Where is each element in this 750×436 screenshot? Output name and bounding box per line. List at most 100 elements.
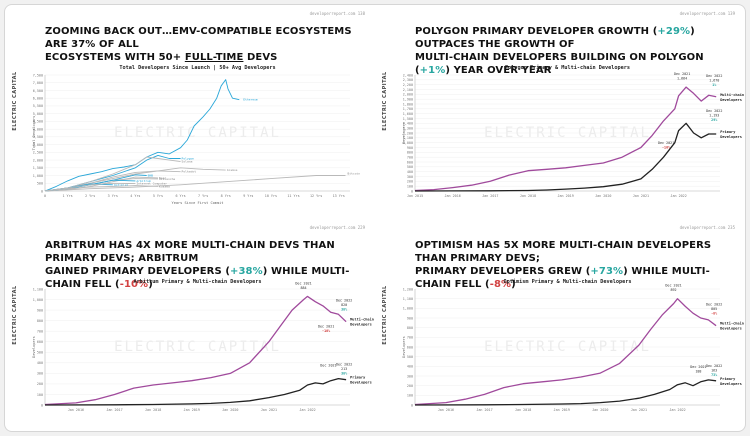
annotation-date: Dec 2022 bbox=[336, 299, 352, 303]
y-tick-label: 1,500 bbox=[403, 117, 413, 121]
y-tick-label: 600 bbox=[37, 340, 43, 344]
y-tick-label: 7,000 bbox=[33, 81, 43, 85]
series-line-primary-developers bbox=[414, 379, 717, 406]
headline-line-1: OPTIMISM HAS 5X MORE MULTI-CHAIN DEVELOP… bbox=[415, 240, 712, 264]
headline-line-2: GAINED PRIMARY DEVELOPERS (+38%) WHILE M… bbox=[45, 266, 350, 290]
site-label: developerreport.com 235 bbox=[679, 225, 735, 230]
y-tick-label: 100 bbox=[37, 393, 43, 397]
series-label: Solana bbox=[182, 160, 193, 164]
headline-line-1: ARBITRUM HAS 4X MORE MULTI-CHAIN DEVS TH… bbox=[45, 240, 335, 264]
y-tick-label: 900 bbox=[407, 316, 413, 320]
annotation-value: 163 bbox=[711, 368, 717, 372]
series-label: Primary bbox=[720, 377, 736, 381]
y-tick-label: 1,800 bbox=[403, 102, 413, 106]
series-line-primary-developers bbox=[414, 122, 717, 192]
annotation-date: Dec 2022 bbox=[706, 74, 722, 78]
y-tick-label: 500 bbox=[37, 351, 43, 355]
annotation-value: 188 bbox=[695, 369, 701, 373]
y-tick-label: 500 bbox=[407, 355, 413, 359]
annotation-date: Dec 2021 bbox=[690, 365, 706, 369]
annotation-value: 884 bbox=[300, 286, 306, 290]
y-tick-label: 6,500 bbox=[33, 89, 43, 93]
watermark: ELECTRIC CAPITAL bbox=[114, 339, 281, 355]
x-tick-label: Jan 2021 bbox=[631, 408, 647, 412]
headline-line-1: POLYGON PRIMARY DEVELOPER GROWTH (+29%) … bbox=[415, 26, 695, 50]
y-tick-label: 200 bbox=[407, 384, 413, 388]
x-tick-label: Jan 2022 bbox=[670, 194, 686, 198]
series-label: Primary bbox=[720, 130, 736, 134]
series-line-internet-computer bbox=[44, 182, 136, 192]
series-line-solana bbox=[44, 156, 181, 192]
series-label: Developers bbox=[720, 98, 742, 102]
y-tick-label: 0 bbox=[41, 189, 43, 193]
chart-title: Arbitrum Primary & Multi-chain Developer… bbox=[133, 279, 261, 285]
series-label: Avalanche bbox=[159, 177, 175, 181]
x-tick-label: Jan 2019 bbox=[184, 408, 200, 412]
x-tick-label: Jan 2022 bbox=[299, 408, 315, 412]
annotation-change: 29% bbox=[711, 118, 718, 122]
series-label: Developers bbox=[720, 327, 742, 331]
y-tick-label: 2,000 bbox=[403, 93, 413, 97]
x-tick-label: 0 bbox=[44, 194, 46, 198]
annotation-value: 805 bbox=[711, 307, 717, 311]
watermark: ELECTRIC CAPITAL bbox=[114, 125, 281, 141]
y-tick-label: 1,100 bbox=[33, 287, 43, 291]
y-tick-label: 5,000 bbox=[33, 112, 43, 116]
annotation-change: -10% bbox=[322, 329, 331, 333]
y-axis-label: Developers bbox=[402, 336, 406, 358]
x-axis-label: Years Since First Commit bbox=[172, 201, 224, 205]
x-tick-label: Jan 2020 bbox=[592, 408, 608, 412]
y-tick-label: 800 bbox=[407, 151, 413, 155]
site-label: developerreport.com 138 bbox=[309, 11, 365, 16]
x-tick-label: Jan 2018 bbox=[145, 408, 161, 412]
series-label: Near bbox=[159, 176, 166, 180]
y-axis-label: Developers bbox=[32, 336, 36, 358]
y-tick-label: 400 bbox=[37, 361, 43, 365]
y-tick-label: 400 bbox=[407, 365, 413, 369]
x-tick-label: Jan 2019 bbox=[554, 408, 570, 412]
y-tick-label: 1,300 bbox=[403, 126, 413, 130]
chart-arbitrum-developers: ELECTRIC CAPITAL Arbitrum Primary & Multi… bbox=[32, 279, 374, 412]
series-label: Multi-chain bbox=[720, 93, 744, 97]
annotation-date: Dec 2022 bbox=[706, 303, 722, 307]
series-line-kusama bbox=[44, 185, 159, 192]
y-tick-label: 1,700 bbox=[403, 107, 413, 111]
y-tick-label: 1,600 bbox=[403, 112, 413, 116]
x-tick-label: Jan 2016 bbox=[68, 408, 84, 412]
x-tick-label: 5 Yrs bbox=[153, 194, 163, 198]
y-tick-label: 400 bbox=[407, 170, 413, 174]
series-label: Internet Computer bbox=[136, 182, 167, 186]
annotation-value: 1,193 bbox=[709, 113, 719, 117]
site-label: developerreport.com 229 bbox=[309, 225, 365, 230]
series-label: Bitcoin bbox=[347, 172, 360, 176]
x-tick-label: Jan 2020 bbox=[595, 194, 611, 198]
series-label: Developers bbox=[350, 381, 372, 385]
chart-title: Optimism Primary & Multi-chain Developer… bbox=[503, 279, 631, 285]
annotation-change: -10% bbox=[662, 145, 671, 149]
y-tick-label: 1,200 bbox=[403, 131, 413, 135]
x-tick-label: Jan 2018 bbox=[515, 408, 531, 412]
x-tick-label: 2 Yrs bbox=[85, 194, 95, 198]
x-tick-label: 7 Yrs bbox=[198, 194, 208, 198]
annotation-date: Dec 2021 bbox=[318, 325, 334, 329]
annotation-date: Dec 2022 bbox=[706, 364, 722, 368]
y-tick-label: 800 bbox=[407, 326, 413, 330]
y-axis-label: Total Developers bbox=[32, 116, 36, 151]
y-tick-label: 300 bbox=[37, 372, 43, 376]
y-tick-label: 7,500 bbox=[33, 73, 43, 77]
chart-total-developers: ELECTRIC CAPITAL Total Developers Since L… bbox=[32, 65, 360, 205]
annotation-change: 38% bbox=[341, 308, 348, 312]
series-label: Multi-chain bbox=[720, 322, 744, 326]
y-tick-label: 2,500 bbox=[33, 151, 43, 155]
series-label: Developers bbox=[720, 382, 742, 386]
chart-title: Polygon Primary & Multi-chain Developers bbox=[505, 65, 630, 71]
y-tick-label: 3,500 bbox=[33, 135, 43, 139]
y-tick-label: 1,100 bbox=[403, 297, 413, 301]
y-tick-label: 600 bbox=[407, 345, 413, 349]
x-tick-label: 11 Yrs bbox=[287, 194, 299, 198]
annotation-date: Dec 2022 bbox=[336, 363, 352, 367]
y-tick-label: 1,900 bbox=[403, 97, 413, 101]
annotation-change: 38% bbox=[341, 372, 348, 376]
series-label: Kusama bbox=[159, 184, 170, 188]
headline: OPTIMISM HAS 5X MORE MULTI-CHAIN DEVELOP… bbox=[415, 239, 737, 291]
